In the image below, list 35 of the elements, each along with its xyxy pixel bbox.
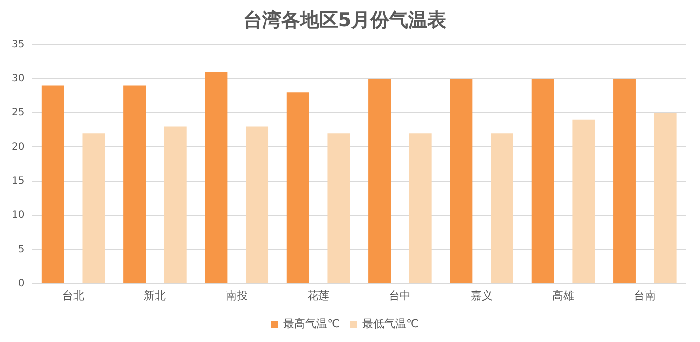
- bar: [614, 78, 636, 284]
- y-tick-label: 20: [12, 142, 25, 153]
- bar: [409, 134, 432, 284]
- legend-label: 最低气温℃: [362, 317, 419, 330]
- legend-label: 最高气温℃: [284, 317, 340, 330]
- bar: [286, 92, 310, 284]
- x-tick-label: 台中: [389, 289, 412, 302]
- bar: [42, 86, 64, 284]
- y-tick-label: 5: [18, 244, 25, 256]
- bar: [164, 126, 187, 284]
- bar: [532, 78, 554, 284]
- y-tick-label: 35: [12, 39, 25, 50]
- x-tick-label: 台南: [634, 289, 656, 302]
- y-tick-label: 0: [18, 278, 25, 290]
- y-tick-label: 25: [12, 108, 25, 119]
- bar: [82, 134, 106, 284]
- bar: [654, 113, 677, 284]
- bar: [450, 78, 473, 284]
- bar: [124, 86, 146, 284]
- chart-title: 台湾各地区5月份气温表: [243, 9, 448, 32]
- x-tick-label: 嘉义: [470, 289, 493, 302]
- bar: [491, 134, 514, 284]
- bar: [328, 134, 350, 284]
- y-tick-label: 10: [12, 210, 25, 222]
- x-tick-label: 新北: [144, 289, 166, 302]
- x-tick-label: 南投: [226, 289, 248, 302]
- bar: [205, 72, 228, 284]
- x-tick-label: 高雄: [552, 289, 575, 302]
- y-tick-label: 15: [12, 176, 25, 187]
- bar: [572, 120, 596, 284]
- y-tick-label: 30: [12, 74, 25, 85]
- x-tick-label: 台北: [62, 289, 85, 302]
- x-tick-label: 花莲: [308, 289, 330, 302]
- bar: [246, 126, 269, 284]
- bar: [368, 78, 392, 284]
